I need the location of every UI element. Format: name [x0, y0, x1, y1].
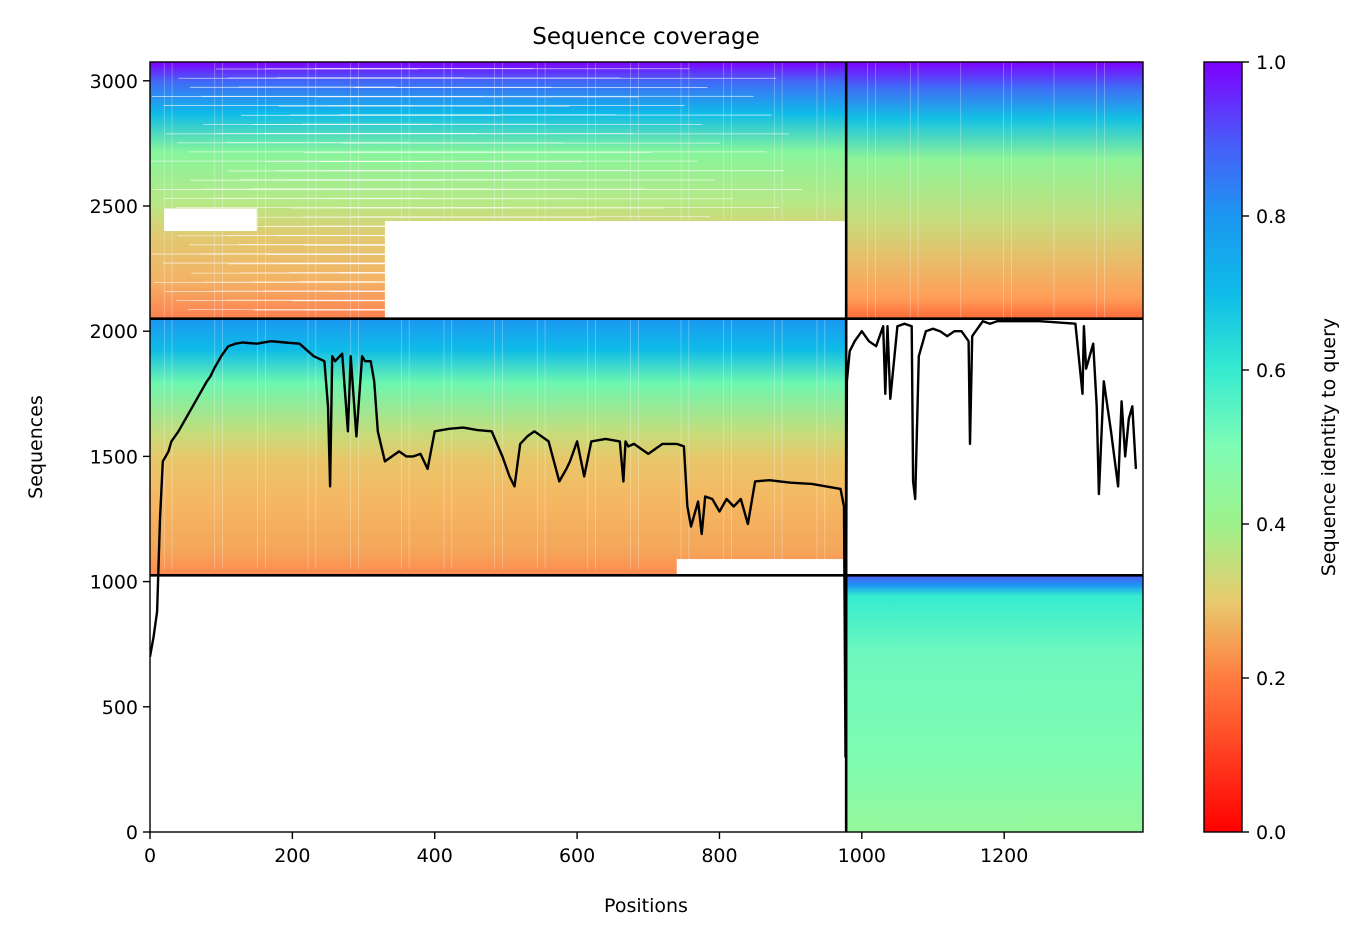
y-tick-label: 3000 [90, 71, 138, 93]
coverage-heatmap [150, 62, 1143, 832]
coverage-line [150, 320, 1138, 759]
chart-title: Sequence coverage [532, 24, 760, 50]
coverage-gap [164, 208, 257, 232]
y-axis: 0 500 1000 1500 2000 2500 3000 [90, 71, 150, 844]
coverage-gap [676, 559, 847, 576]
y-tick-label: 1500 [90, 446, 138, 468]
x-axis: 0 200 400 600 800 1000 1200 [144, 832, 1028, 867]
plot-frame [149, 61, 1144, 833]
y-axis-label: Sequences [25, 395, 47, 499]
x-tick-label: 800 [701, 845, 737, 867]
y-tick-label: 2500 [90, 196, 138, 218]
colorbar-label: Sequence identity to query [1318, 318, 1340, 576]
y-tick-label: 500 [102, 697, 138, 719]
coverage-gap [384, 221, 847, 319]
colorbar-axis: 0.0 0.2 0.4 0.6 0.8 1.0 [1242, 52, 1286, 844]
coverage-block-paired-both-chains-1 [846, 62, 1143, 319]
colorbar-tick-label: 0.6 [1256, 360, 1286, 382]
colorbar-tick-label: 0.8 [1256, 206, 1286, 228]
x-tick-label: 600 [559, 845, 595, 867]
y-tick-label: 2000 [90, 321, 138, 343]
x-tick-label: 0 [144, 845, 156, 867]
colorbar-tick-label: 1.0 [1256, 52, 1286, 74]
x-tick-label: 1200 [980, 845, 1028, 867]
colorbar [1203, 61, 1243, 833]
x-tick-label: 400 [417, 845, 453, 867]
coverage-block-chain-B-only-0 [846, 575, 1143, 832]
y-tick-label: 1000 [90, 572, 138, 594]
colorbar-tick-label: 0.4 [1256, 514, 1286, 536]
y-tick-label: 0 [126, 822, 138, 844]
colorbar-tick-label: 0.0 [1256, 822, 1286, 844]
x-tick-label: 1000 [838, 845, 886, 867]
x-axis-label: Positions [604, 895, 688, 917]
colorbar-tick-label: 0.2 [1256, 668, 1286, 690]
x-tick-label: 200 [274, 845, 310, 867]
